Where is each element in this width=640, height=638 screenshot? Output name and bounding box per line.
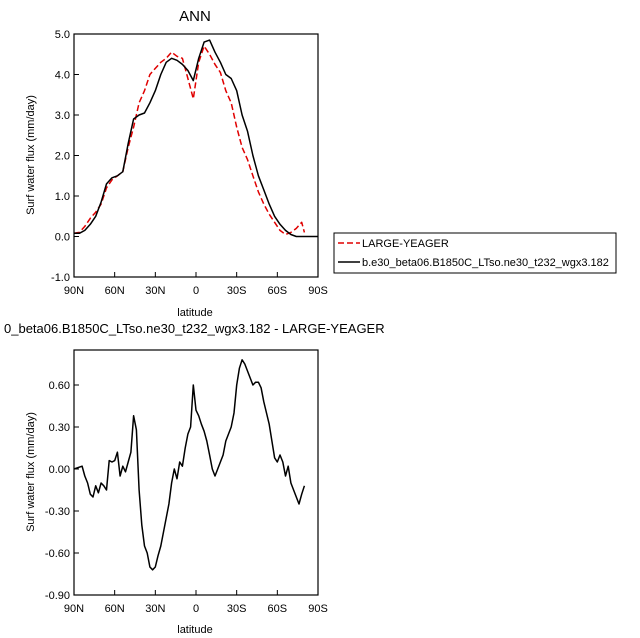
bottom-y-tick-label: -0.90 — [45, 590, 70, 602]
bottom-plot-frame — [73, 349, 319, 596]
top-y-tick-label: 5.0 — [55, 29, 70, 41]
bottom-x-axis-label: latitude — [177, 624, 212, 636]
bottom-x-tick-label: 60S — [268, 603, 288, 615]
top-y-axis-label: Surf water flux (mm/day) — [25, 95, 37, 215]
bottom-x-tick-label: 30N — [145, 603, 165, 615]
bottom-y-tick-label: -0.30 — [45, 506, 70, 518]
legend-label-large-yeager: LARGE-YEAGER — [362, 238, 449, 250]
top-x-tick-label: 30S — [227, 285, 247, 297]
top-x-tick-label: 60S — [268, 285, 288, 297]
top-series-line-0 — [73, 45, 306, 236]
bottom-x-tick-label: 90S — [308, 603, 328, 615]
bottom-x-tick-label: 0 — [193, 603, 199, 615]
bottom-y-tick-label: -0.60 — [45, 548, 70, 560]
bottom-series-lines — [73, 359, 306, 571]
top-y-tick-label: 0.0 — [55, 232, 70, 244]
top-plot-frame — [73, 33, 319, 278]
top-panel: ANN Surf water flux (mm/day) latitude 90… — [25, 8, 617, 319]
bottom-y-tick-label: 0.30 — [49, 422, 70, 434]
top-x-axis-label: latitude — [177, 307, 212, 319]
top-x-tick-label: 60N — [105, 285, 125, 297]
top-axis-ticks: 90N 60N 30N 0 30S 60S 90S -1.0 0.0 1.0 2.0 3.0 4.0 5.… — [51, 29, 328, 297]
legend-label-model: b.e30_beta06.B1850C_LTso.ne30_t232_wgx3.… — [362, 257, 609, 269]
top-chart-title: ANN — [179, 8, 211, 25]
bottom-y-axis-label: Surf water flux (mm/day) — [25, 412, 37, 532]
bottom-series-line-0 — [73, 359, 306, 571]
top-x-tick-label: 90S — [308, 285, 328, 297]
top-y-tick-label: -1.0 — [51, 272, 70, 284]
bottom-x-tick-label: 90N — [64, 603, 84, 615]
top-x-tick-label: 0 — [193, 285, 199, 297]
bottom-y-tick-label: 0.60 — [49, 380, 70, 392]
legend: LARGE-YEAGER b.e30_beta06.B1850C_LTso.ne… — [333, 232, 617, 274]
bottom-x-tick-label: 30S — [227, 603, 247, 615]
top-y-tick-label: 1.0 — [55, 191, 70, 203]
top-series-lines — [73, 39, 318, 238]
legend-box — [333, 232, 617, 274]
bottom-panel: 0_beta06.B1850C_LTso.ne30_t232_wgx3.182 … — [4, 321, 385, 636]
bottom-chart-title: 0_beta06.B1850C_LTso.ne30_t232_wgx3.182 … — [4, 321, 385, 336]
top-y-tick-label: 4.0 — [55, 70, 70, 82]
bottom-axis-ticks: 90N 60N 30N 0 30S 60S 90S -0.90 -0.60 -0.30 0.00 0.… — [45, 380, 328, 615]
top-x-tick-label: 90N — [64, 285, 84, 297]
bottom-x-tick-label: 60N — [105, 603, 125, 615]
top-x-tick-label: 30N — [145, 285, 165, 297]
top-y-tick-label: 2.0 — [55, 151, 70, 163]
top-series-line-1 — [74, 39, 318, 238]
bottom-y-tick-label: 0.00 — [49, 464, 70, 476]
top-y-tick-label: 3.0 — [55, 110, 70, 122]
